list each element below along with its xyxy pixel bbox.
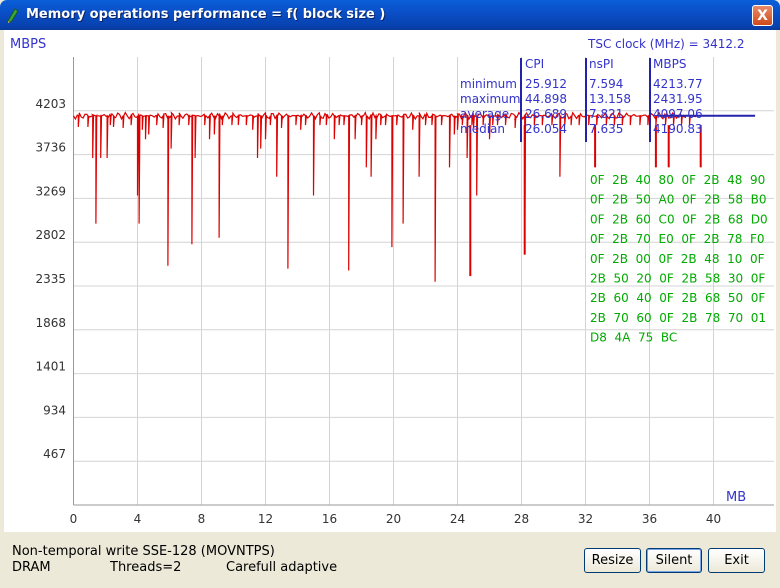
hex-dump: 0F 2B 40 80 0F 2B 48 90 0F 2B 50 A0 0F 2B…	[590, 173, 768, 345]
x-tick-label: 20	[386, 512, 401, 526]
y-tick-label: 3269	[35, 184, 66, 198]
x-tick-labels: 0 4 8 12 16 20 24 28 32 36 40	[70, 512, 721, 526]
hex-dump-line: 0F 2B 00 0F 2B 48 10 0F	[590, 252, 765, 266]
y-tick-label: 4203	[35, 97, 66, 111]
stats-cpi-value: 25.912	[525, 77, 567, 91]
x-tick-label: 40	[706, 512, 721, 526]
app-icon	[7, 8, 19, 23]
hex-dump-line: 0F 2B 70 E0 0F 2B 78 F0	[590, 232, 765, 246]
stats-nspi-value: 7.821	[589, 107, 623, 121]
stats-mbps-value: 2431.95	[653, 92, 703, 106]
x-tick-label: 12	[258, 512, 273, 526]
stats-cpi-value: 26.054	[525, 122, 567, 136]
x-tick-label: 8	[198, 512, 206, 526]
y-tick-label: 1868	[35, 316, 66, 330]
x-tick-label: 0	[70, 512, 78, 526]
y-tick-labels: 467 934 1401 1868 2335 2802 3269 3736 4203	[35, 97, 66, 461]
x-tick-label: 24	[450, 512, 465, 526]
y-axis-label: MBPS	[10, 37, 46, 52]
status-threads: Threads=2	[110, 560, 182, 575]
y-tick-label: 467	[43, 447, 66, 461]
resize-button[interactable]: Resize	[584, 548, 641, 573]
stats-column-header: nsPI	[589, 57, 614, 71]
x-tick-label: 32	[578, 512, 593, 526]
stats-row-label: median	[460, 122, 505, 136]
exit-button[interactable]: Exit	[708, 548, 765, 573]
tsc-clock-label: TSC clock (MHz) = 3412.2	[587, 37, 745, 51]
stats-column-header: MBPS	[653, 57, 686, 71]
y-tick-label: 3736	[35, 141, 66, 155]
stats-mbps-value: 4097.06	[653, 107, 703, 121]
stats-column-header: CPI	[525, 57, 544, 71]
stats-cpi-value: 44.898	[525, 92, 567, 106]
x-tick-label: 36	[642, 512, 657, 526]
stats-mbps-value: 4213.77	[653, 77, 703, 91]
stats-nspi-value: 13.158	[589, 92, 631, 106]
chart-area: 467 934 1401 1868 2335 2802 3269 3736 4203 0 4 8 12…	[4, 30, 776, 532]
y-tick-label: 934	[43, 403, 66, 417]
series-mbps	[72, 111, 756, 282]
hex-dump-line: D8 4A 75 BC	[590, 331, 677, 345]
hex-dump-line: 2B 70 60 0F 2B 78 70 01	[590, 311, 766, 325]
status-memory: DRAM	[12, 560, 51, 575]
stats-row-label: maximum	[460, 92, 520, 106]
x-tick-label: 16	[322, 512, 337, 526]
chart-grid	[73, 57, 774, 505]
stats-table: TSC clock (MHz) = 3412.2 CPI nsPI MBPS minim…	[460, 37, 745, 142]
window-title: Memory operations performance = f( block…	[26, 7, 386, 22]
x-axis-label: MB	[726, 490, 746, 505]
hex-dump-line: 0F 2B 60 C0 0F 2B 68 D0	[590, 212, 768, 226]
stats-row-label: minimum	[460, 77, 517, 91]
hex-dump-line: 2B 50 20 0F 2B 58 30 0F	[590, 272, 765, 286]
hex-dump-line: 0F 2B 40 80 0F 2B 48 90	[590, 173, 765, 187]
stats-nspi-value: 7.594	[589, 77, 623, 91]
hex-dump-line: 0F 2B 50 A0 0F 2B 58 B0	[590, 193, 766, 207]
series-line	[72, 111, 698, 282]
chart-axes	[73, 57, 774, 506]
stats-nspi-value: 7.635	[589, 122, 623, 136]
status-mode: Carefull adaptive	[226, 560, 338, 575]
silent-button[interactable]: Silent	[646, 548, 702, 573]
y-tick-label: 1401	[35, 360, 66, 374]
stats-row-label: average	[460, 107, 509, 121]
y-tick-label: 2335	[35, 272, 66, 286]
stats-cpi-value: 26.689	[525, 107, 567, 121]
x-tick-label: 4	[134, 512, 142, 526]
x-tick-label: 28	[514, 512, 529, 526]
status-method: Non-temporal write SSE-128 (MOVNTPS)	[12, 544, 275, 559]
performance-chart: 467 934 1401 1868 2335 2802 3269 3736 4203 0 4 8 12…	[10, 37, 774, 526]
close-button[interactable]: X	[752, 5, 773, 26]
y-tick-label: 2802	[35, 228, 66, 242]
title-bar[interactable]: Memory operations performance = f( block…	[0, 0, 780, 30]
hex-dump-line: 2B 60 40 0F 2B 68 50 0F	[590, 291, 765, 305]
stats-mbps-value: 4190.83	[653, 122, 703, 136]
